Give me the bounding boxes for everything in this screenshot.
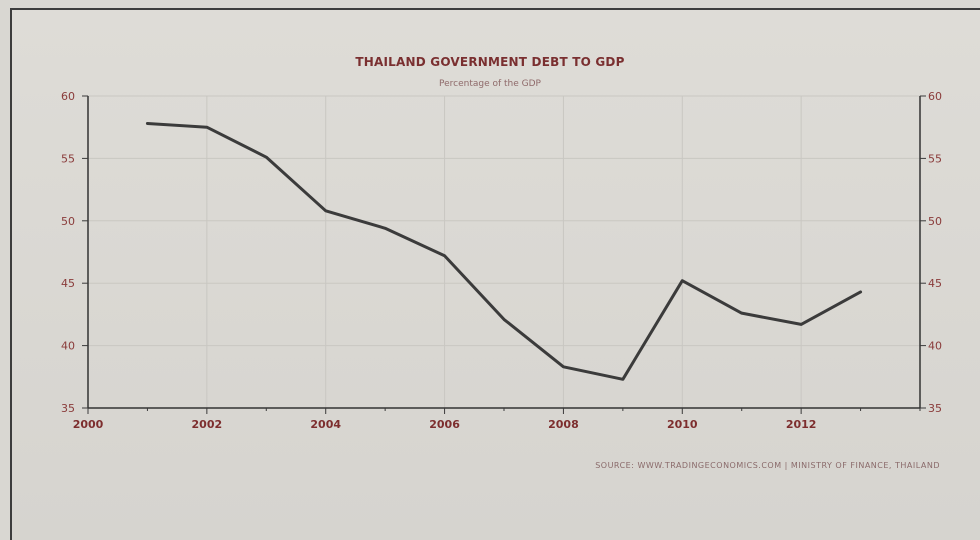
- data-point-2007: [502, 318, 506, 321]
- data-point-2002: [205, 126, 209, 129]
- y-tick-label-left-40: 40: [61, 340, 75, 353]
- y-tick-label-left-50: 50: [61, 215, 75, 228]
- data-point-2006: [443, 254, 446, 257]
- data-point-2008: [562, 365, 565, 369]
- y-tick-label-right-40: 40: [928, 340, 942, 353]
- x-tick-label-2012: 2012: [786, 418, 817, 431]
- x-tick-label-2006: 2006: [429, 418, 460, 431]
- y-axis-left-ticks: 35 40 45 50 55 60: [61, 90, 88, 415]
- data-point-2005: [383, 227, 387, 230]
- y-tick-label-right-55: 55: [928, 152, 942, 165]
- data-point-2003: [265, 155, 268, 159]
- data-point-2009: [621, 378, 625, 381]
- chart-subtitle: Percentage of the GDP: [439, 79, 541, 89]
- y-tick-label-left-55: 55: [61, 152, 75, 165]
- y-tick-label-right-60: 60: [928, 90, 942, 103]
- chart-frame: [10, 8, 980, 540]
- axes: [87, 96, 921, 409]
- data-point-2001: [146, 122, 149, 125]
- y-tick-label-left-35: 35: [61, 402, 75, 415]
- x-tick-label-2004: 2004: [310, 418, 341, 431]
- data-point-2013: [859, 290, 862, 294]
- y-tick-label-left-60: 60: [61, 90, 75, 103]
- data-point-2004: [324, 209, 327, 213]
- x-tick-label-2010: 2010: [667, 418, 698, 431]
- y-tick-label-right-45: 45: [928, 277, 942, 290]
- data-point-2011: [740, 311, 743, 315]
- series-layer: [145, 121, 863, 381]
- grid-lines: [87, 95, 920, 408]
- y-axis-right-ticks: 35 40 45 50 55 60: [920, 90, 942, 415]
- y-tick-label-right-35: 35: [928, 402, 942, 415]
- chart-title: THAILAND GOVERNMENT DEBT TO GDP: [355, 55, 625, 69]
- plot-area: [87, 95, 921, 409]
- x-axis-ticks: 2000 2002 2004 2006 2008 2010 2012: [73, 408, 921, 431]
- y-tick-label-left-45: 45: [61, 277, 75, 290]
- data-point-2010: [681, 279, 684, 282]
- x-tick-label-2000: 2000: [73, 418, 104, 431]
- data-point-2012: [799, 323, 803, 326]
- series-line-0: [145, 121, 863, 381]
- source-note: SOURCE: WWW.TRADINGECONOMICS.COM | MINIS…: [595, 461, 940, 470]
- x-tick-label-2002: 2002: [192, 418, 223, 431]
- x-tick-label-2008: 2008: [548, 418, 579, 431]
- y-tick-label-right-50: 50: [928, 215, 942, 228]
